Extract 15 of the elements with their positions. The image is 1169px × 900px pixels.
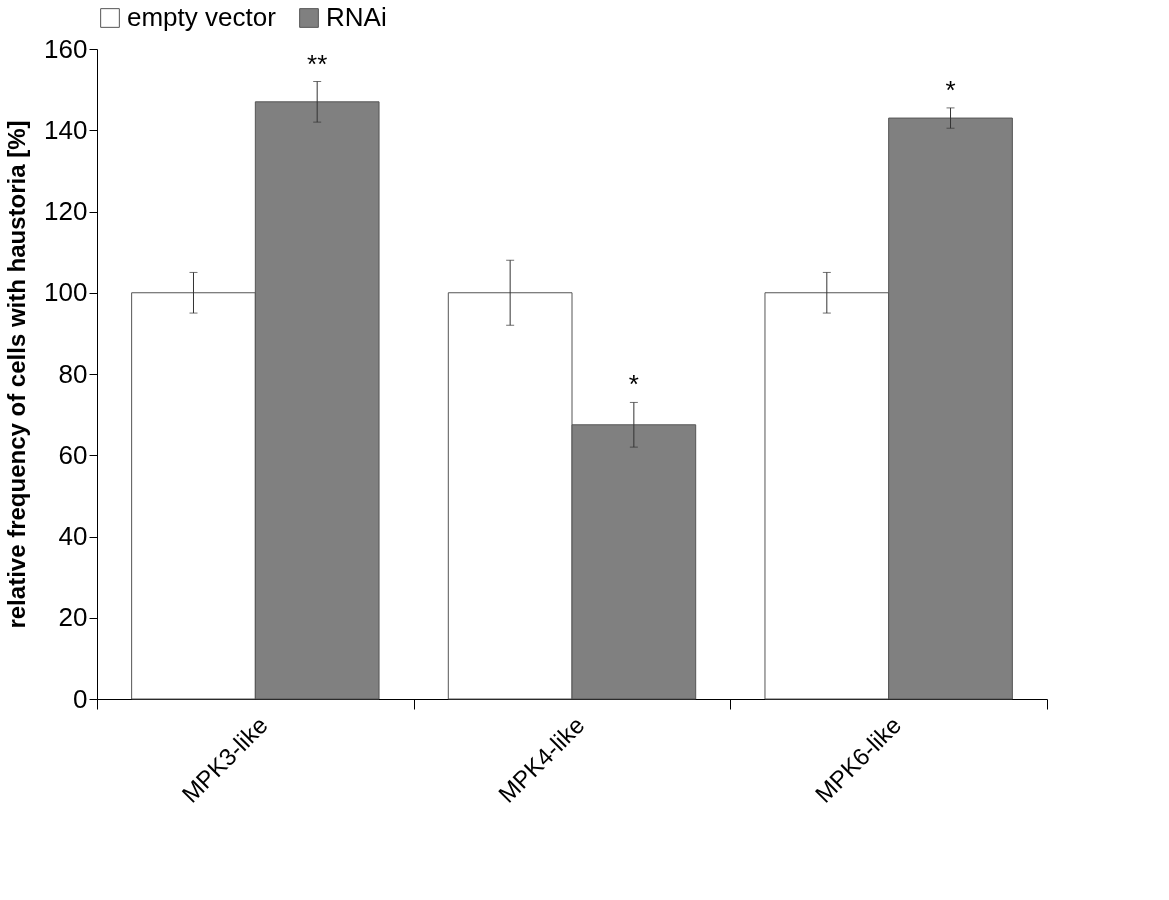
data-label: * bbox=[628, 369, 639, 400]
y-tick-label: 80 bbox=[58, 358, 88, 389]
y-tick-label: 60 bbox=[58, 439, 88, 470]
data-label: ** bbox=[307, 48, 328, 79]
legend-label: empty vector bbox=[127, 2, 277, 32]
y-tick-label: 100 bbox=[44, 277, 88, 308]
y-tick-label: 40 bbox=[58, 521, 88, 551]
legend-label: RNAi bbox=[326, 2, 387, 32]
y-tick-label: 140 bbox=[44, 114, 88, 145]
y-tick-label: 20 bbox=[58, 602, 88, 633]
data-label: * bbox=[945, 74, 956, 105]
y-tick-label: 0 bbox=[73, 683, 88, 714]
y-tick-label: 120 bbox=[44, 196, 88, 226]
y-axis-title: relative frequency of cells with haustoria [%] bbox=[3, 120, 31, 629]
y-tick-label: 160 bbox=[44, 33, 88, 64]
